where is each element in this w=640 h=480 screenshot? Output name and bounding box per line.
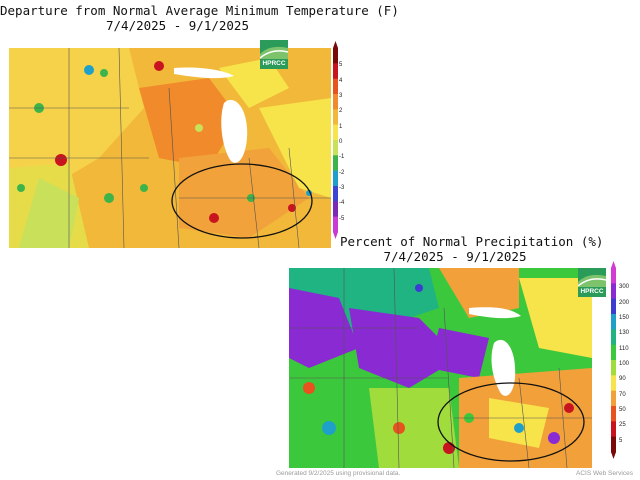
precipitation-scale-label: 100 xyxy=(619,361,630,367)
precipitation-scale-label: 150 xyxy=(619,315,630,321)
precipitation-scale-swatch xyxy=(611,406,616,422)
temperature-scale-label: 1 xyxy=(339,123,343,130)
precipitation-title-line2: 7/4/2025 - 9/1/2025 xyxy=(383,249,527,264)
precipitation-scale-label: 90 xyxy=(619,376,626,383)
temperature-color-scale xyxy=(332,40,346,240)
precipitation-scale-swatch xyxy=(611,375,616,392)
precipitation-scale-swatch xyxy=(611,360,616,376)
precipitation-scale-label: 300 xyxy=(619,284,630,291)
temperature-scale-swatch xyxy=(333,94,338,110)
temperature-scale-label: -1 xyxy=(339,154,345,161)
temperature-scale-label: -5 xyxy=(339,215,345,222)
precipitation-color-scale xyxy=(610,260,624,460)
precipitation-scale-label: 130 xyxy=(619,330,630,337)
precipitation-scale-label: 200 xyxy=(619,299,630,306)
temperature-scale-arrow-bottom xyxy=(333,232,338,239)
precipitation-map xyxy=(289,268,592,468)
temperature-scale-label: 4 xyxy=(339,77,343,84)
precipitation-scale-arrow-top xyxy=(611,261,616,268)
temperature-title-line1: Departure from Normal Average Minimum Te… xyxy=(0,3,399,18)
temperature-scale-swatch xyxy=(333,48,338,64)
hprcc-logo-2: HPRCC xyxy=(577,268,607,298)
hprcc-logo-text-2: HPRCC xyxy=(578,287,606,297)
temperature-scale-swatch xyxy=(333,170,338,187)
temperature-scale-swatch xyxy=(333,124,338,141)
temperature-scale-label: 3 xyxy=(339,93,343,99)
precipitation-scale-label: 25 xyxy=(619,422,626,429)
temperature-scale-swatch xyxy=(333,78,338,95)
precipitation-scale-label: 50 xyxy=(619,407,626,413)
precipitation-scale-swatch xyxy=(611,390,616,407)
precipitation-panel: Percent of Normal Precipitation (%) 7/4/… xyxy=(280,230,640,480)
precipitation-scale-label: 70 xyxy=(619,391,626,398)
generated-note: Generated 9/2/2025 using provisional dat… xyxy=(276,470,401,477)
temperature-scale-swatch xyxy=(333,155,338,172)
precipitation-scale-labels: 300 200 150 130 110 100 90 70 50 25 5 xyxy=(619,272,639,452)
temperature-scale-swatch xyxy=(333,63,338,80)
temperature-scale-label: 0 xyxy=(339,139,343,145)
precipitation-scale-swatch xyxy=(611,344,616,361)
precipitation-scale-swatch xyxy=(611,314,616,330)
precipitation-title: Percent of Normal Precipitation (%) 7/4/… xyxy=(340,234,604,264)
precipitation-scale-swatch xyxy=(611,329,616,346)
temperature-title: Departure from Normal Average Minimum Te… xyxy=(0,3,399,33)
temperature-scale-labels: 5 4 3 2 1 0 -1 -2 -3 -4 -5 xyxy=(339,50,351,230)
precipitation-title-line1: Percent of Normal Precipitation (%) xyxy=(340,234,604,249)
temperature-scale-swatch xyxy=(333,216,338,233)
precipitation-scale-swatch xyxy=(611,436,616,453)
precipitation-scale-label: 5 xyxy=(619,437,623,444)
temperature-scale-swatch xyxy=(333,186,338,202)
temperature-scale-swatch xyxy=(333,201,338,218)
temperature-scale-arrow-top xyxy=(333,41,338,48)
temperature-panel: Departure from Normal Average Minimum Te… xyxy=(0,0,399,250)
temperature-scale-label: 5 xyxy=(339,62,343,69)
temperature-title-line2: 7/4/2025 - 9/1/2025 xyxy=(106,18,249,33)
precipitation-scale-swatch xyxy=(611,298,616,315)
temperature-scale-swatch xyxy=(333,109,338,126)
temperature-scale-label: 2 xyxy=(339,108,343,115)
temperature-map xyxy=(9,48,331,248)
temperature-scale-label: -3 xyxy=(339,185,345,191)
temperature-scale-label: -2 xyxy=(339,169,345,176)
temperature-scale-swatch xyxy=(333,140,338,156)
temperature-scale-label: -4 xyxy=(339,200,345,207)
precipitation-scale-swatch xyxy=(611,268,616,284)
precipitation-scale-label: 110 xyxy=(619,345,629,352)
precipitation-scale-swatch xyxy=(611,421,616,438)
precipitation-scale-arrow-bottom xyxy=(611,452,616,459)
source-note: ACIS Web Services xyxy=(576,470,633,477)
hprcc-logo: HPRCC xyxy=(259,40,289,70)
hprcc-logo-text: HPRCC xyxy=(260,59,288,69)
precipitation-scale-swatch xyxy=(611,283,616,300)
